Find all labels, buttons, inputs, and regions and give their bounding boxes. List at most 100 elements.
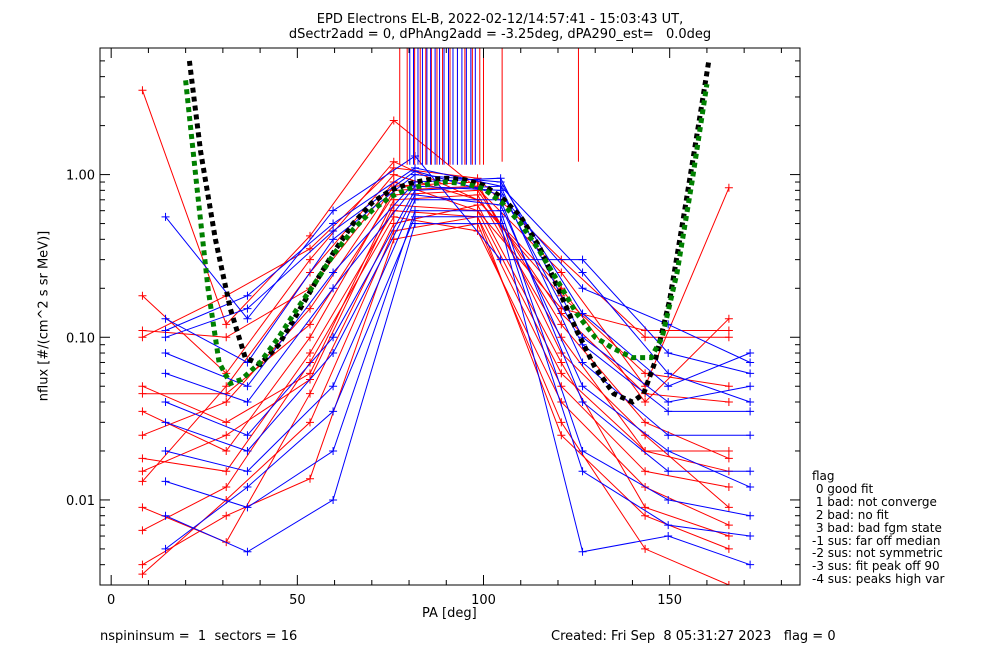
flag-legend-item: 0 good fit bbox=[812, 481, 874, 496]
data-point-marker bbox=[161, 397, 170, 406]
data-point-marker bbox=[724, 581, 733, 585]
data-point-marker bbox=[138, 407, 147, 416]
data-point-marker bbox=[138, 477, 147, 486]
data-point-marker bbox=[161, 326, 170, 335]
data-point-marker bbox=[557, 431, 566, 440]
data-point-marker bbox=[724, 503, 733, 512]
data-point-marker bbox=[329, 268, 338, 277]
data-point-marker bbox=[746, 382, 755, 391]
data-point-marker bbox=[557, 418, 566, 427]
data-point-marker bbox=[329, 235, 338, 244]
data-point-marker bbox=[138, 333, 147, 342]
data-point-marker bbox=[329, 446, 338, 455]
data-point-marker bbox=[724, 454, 733, 463]
fit-curves bbox=[183, 60, 712, 405]
data-point-marker bbox=[746, 467, 755, 476]
data-point-marker bbox=[161, 544, 170, 553]
data-point-marker bbox=[329, 382, 338, 391]
series-line-red bbox=[142, 223, 730, 585]
data-point-marker bbox=[724, 446, 733, 455]
fit-curve-green bbox=[183, 80, 710, 387]
data-point-marker bbox=[389, 170, 398, 179]
data-point-marker bbox=[641, 397, 650, 406]
flag-legend-item: 3 bad: bad fgm state bbox=[812, 520, 942, 535]
data-point-marker bbox=[161, 418, 170, 427]
data-point-marker bbox=[329, 333, 338, 342]
data-point-marker bbox=[138, 382, 147, 391]
data-point-marker bbox=[411, 163, 419, 172]
data-point-marker bbox=[496, 255, 505, 264]
data-point-marker bbox=[329, 284, 338, 293]
data-point-marker bbox=[641, 418, 650, 427]
data-point-marker bbox=[389, 116, 398, 125]
data-point-marker bbox=[557, 268, 566, 277]
data-point-marker bbox=[138, 570, 147, 579]
data-point-marker bbox=[746, 349, 755, 358]
data-point-marker bbox=[306, 255, 314, 264]
data-point-marker bbox=[329, 407, 338, 416]
series-line-red bbox=[142, 181, 729, 338]
data-point-marker bbox=[724, 326, 733, 335]
flag-legend-title: flag bbox=[812, 469, 835, 483]
data-point-marker bbox=[222, 320, 231, 329]
data-point-marker bbox=[222, 483, 231, 492]
data-point-marker bbox=[329, 227, 338, 236]
data-point-marker bbox=[222, 418, 231, 427]
data-point-marker bbox=[306, 418, 314, 427]
data-point-marker bbox=[161, 333, 170, 342]
series-line-blue bbox=[165, 155, 751, 374]
data-point-marker bbox=[306, 358, 314, 367]
data-point-marker bbox=[641, 369, 650, 378]
flag-legend-item: -2 sus: not symmetric bbox=[812, 546, 943, 561]
data-point-marker bbox=[222, 467, 231, 476]
data-point-marker bbox=[161, 369, 170, 378]
data-point-marker bbox=[578, 467, 587, 476]
data-point-marker bbox=[243, 503, 252, 512]
y-tick-label: 0.01 bbox=[66, 494, 95, 509]
data-point-marker bbox=[578, 397, 587, 406]
footer-left: nspininsum = 1 sectors = 16 bbox=[100, 629, 298, 644]
data-point-marker bbox=[306, 333, 314, 342]
x-tick-label: 150 bbox=[657, 593, 682, 608]
data-point-marker bbox=[724, 333, 733, 342]
series-line-red bbox=[142, 185, 730, 459]
data-point-marker bbox=[138, 560, 147, 569]
data-point-marker bbox=[664, 495, 673, 504]
data-point-marker bbox=[746, 407, 755, 416]
data-point-marker bbox=[746, 511, 755, 520]
data-point-marker bbox=[329, 219, 338, 228]
data-point-marker bbox=[641, 544, 650, 553]
data-point-marker bbox=[243, 291, 252, 300]
data-point-marker bbox=[578, 255, 587, 264]
peak-vertical-lines bbox=[399, 48, 579, 165]
data-point-marker bbox=[578, 547, 587, 556]
data-point-marker bbox=[641, 333, 650, 342]
data-point-marker bbox=[496, 212, 505, 221]
data-point-marker bbox=[557, 369, 566, 378]
data-point-marker bbox=[724, 521, 733, 530]
data-point-marker bbox=[243, 467, 252, 476]
data-point-marker bbox=[664, 349, 673, 358]
data-point-marker bbox=[138, 503, 147, 512]
data-point-marker bbox=[664, 369, 673, 378]
data-point-marker bbox=[724, 314, 733, 323]
data-point-marker bbox=[222, 511, 231, 520]
data-point-marker bbox=[641, 511, 650, 520]
data-point-marker bbox=[578, 358, 587, 367]
data-point-marker bbox=[161, 314, 170, 323]
data-point-marker bbox=[664, 397, 673, 406]
data-point-marker bbox=[161, 511, 170, 520]
data-point-marker bbox=[306, 474, 314, 483]
y-axis-label: nflux [#/(cm^2 s sr MeV)] bbox=[36, 230, 52, 402]
plot-frame bbox=[99, 47, 801, 586]
data-point-marker bbox=[329, 206, 338, 215]
series-line-red bbox=[142, 174, 729, 482]
data-point-marker bbox=[746, 369, 755, 378]
x-tick-label: 0 bbox=[107, 593, 115, 608]
data-point-marker bbox=[746, 397, 755, 406]
data-point-marker bbox=[243, 397, 252, 406]
data-point-marker bbox=[664, 431, 673, 440]
series-line-blue bbox=[165, 170, 751, 363]
data-point-marker bbox=[222, 431, 231, 440]
